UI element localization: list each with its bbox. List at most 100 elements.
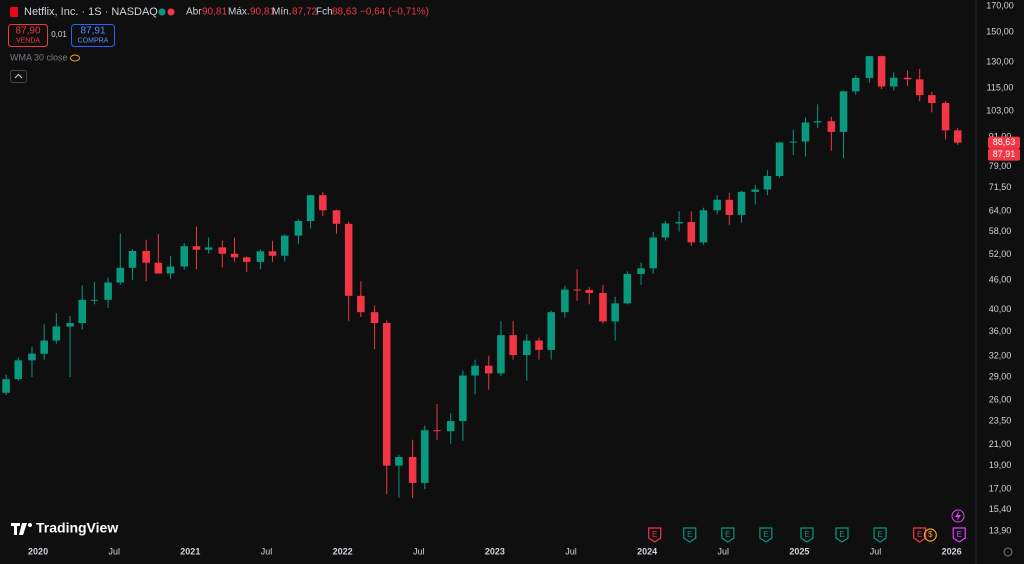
event-label: E (839, 530, 844, 539)
event-label: E (652, 530, 657, 539)
price-label-box (988, 136, 1020, 149)
event-label: E (877, 530, 882, 539)
status-dot (167, 8, 175, 16)
ohlc-value: 87,72 (292, 7, 317, 18)
candle-body (713, 199, 721, 211)
candle-body (827, 121, 836, 132)
event-label: E (725, 530, 730, 539)
candle-body (319, 195, 327, 211)
candle-body (52, 326, 61, 341)
candle-body (90, 299, 99, 301)
candle-body (78, 299, 86, 324)
x-tick-label: 2022 (333, 546, 353, 556)
y-tick-label: 32,00 (989, 351, 1012, 361)
candle-body (675, 222, 683, 224)
candle-body (573, 289, 581, 291)
candle-body (611, 303, 619, 322)
x-tick-label: 2023 (485, 546, 505, 556)
y-tick-label: 46,00 (989, 275, 1012, 285)
event-marker (835, 527, 849, 543)
candle-body (370, 312, 379, 324)
candle-body (142, 250, 150, 263)
candle-body (497, 335, 505, 374)
y-tick-label: 23,50 (989, 415, 1012, 425)
sell-label[interactable]: VENDA (16, 37, 40, 44)
candle-body (395, 457, 403, 466)
event-marker (721, 527, 735, 543)
candle-body (547, 312, 555, 350)
buy-button[interactable] (71, 24, 115, 47)
event-marker (913, 527, 927, 543)
candle-body (928, 95, 936, 103)
candle-body (737, 191, 746, 215)
candle-body (725, 199, 734, 215)
candle-body (839, 91, 848, 132)
y-tick-label: 36,00 (989, 326, 1012, 336)
candle-body (154, 262, 163, 274)
candle-body (116, 267, 125, 283)
x-tick-label: Jul (413, 546, 425, 556)
sell-price[interactable]: 87,90 (15, 26, 40, 37)
candle-body (813, 121, 822, 123)
candle-body (471, 365, 479, 376)
candle-body (40, 340, 48, 354)
x-tick-label: 2024 (637, 546, 657, 556)
lightning-icon[interactable] (951, 509, 965, 523)
brand-logo: TradingView (36, 520, 118, 536)
event-label: E (917, 530, 922, 539)
candle-body (2, 379, 10, 393)
candle-body (459, 375, 467, 422)
collapse-button[interactable] (10, 70, 27, 83)
x-tick-label: Jul (261, 546, 273, 556)
y-tick-label: 79,00 (989, 161, 1012, 171)
event-marker (800, 527, 814, 543)
candles (2, 55, 962, 498)
event-marker (648, 527, 662, 543)
brand-icon (28, 523, 32, 527)
candle-body (256, 251, 265, 262)
y-tick-label: 29,00 (989, 371, 1012, 381)
candle-body (484, 365, 493, 374)
candle-body (306, 195, 315, 222)
event-marker (952, 527, 966, 543)
event-label: E (763, 530, 768, 539)
candle-body (763, 176, 772, 190)
visibility-icon[interactable] (70, 54, 80, 62)
y-tick-label: 13,90 (989, 526, 1012, 536)
ohlc-label: Máx. (228, 7, 250, 18)
x-tick-label: Jul (870, 546, 882, 556)
settings-icon[interactable] (1003, 547, 1013, 557)
y-tick-label: 58,00 (989, 226, 1012, 236)
candle-body (230, 253, 239, 258)
status-dot (158, 8, 166, 16)
sell-button[interactable] (8, 24, 48, 47)
y-tick-label: 26,00 (989, 394, 1012, 404)
candle-body (599, 292, 607, 322)
candle-body (204, 247, 213, 250)
candle-body (66, 323, 74, 327)
y-tick-label: 19,00 (989, 460, 1012, 470)
indicator-name[interactable]: WMA 30 close (10, 52, 68, 62)
candle-body (192, 246, 201, 250)
brand-icon (11, 523, 27, 535)
candle-body (687, 222, 696, 243)
buy-label[interactable]: COMPRA (78, 37, 109, 44)
x-tick-label: 2020 (28, 546, 48, 556)
price-label-box (988, 148, 1020, 161)
buy-price[interactable]: 87,91 (80, 26, 105, 37)
candle-body (268, 251, 277, 256)
candle-body (941, 102, 950, 131)
candle-body (623, 273, 632, 304)
candle-body (433, 430, 441, 432)
event-marker (683, 527, 697, 543)
x-tick-label: 2021 (180, 546, 200, 556)
candle-body (915, 79, 924, 96)
event-marker (873, 527, 887, 543)
candle-body (535, 340, 543, 350)
y-tick-label: 103,00 (986, 106, 1014, 116)
y-tick-label: 71,50 (989, 182, 1012, 192)
ohlc-value: 90,81 (250, 7, 275, 18)
candle-body (865, 56, 874, 78)
candle-body (14, 360, 23, 380)
